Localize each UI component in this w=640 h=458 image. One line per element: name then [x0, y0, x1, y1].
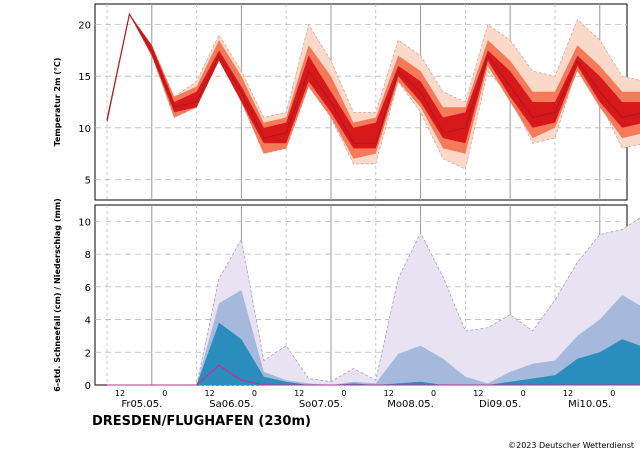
precipitation-p75-band	[107, 322, 640, 385]
precipitation-y-tick-label: 6	[85, 283, 91, 294]
x-day-label: Di09.05.	[479, 399, 521, 410]
precipitation-y-tick-label: 4	[85, 316, 91, 327]
temperature-y-tick-label: 10	[78, 124, 91, 135]
temperature-y-tick-label: 15	[78, 72, 91, 83]
temperature-y-axis-label: Temperatur 2m (°C)	[53, 58, 62, 147]
x-hour-tick-label: 0	[521, 389, 526, 398]
precipitation-y-ticks: 0 2 4 6 8 10	[78, 217, 91, 392]
precipitation-y-tick-label: 8	[85, 250, 91, 261]
precipitation-y-axis-label: 6-std. Schneefall (cm) / Niederschlag (m…	[53, 198, 62, 392]
x-hour-tick-label: 12	[115, 389, 125, 398]
copyright-notice: ©2023 Deutscher Wetterdienst	[508, 441, 634, 450]
x-hour-tick-label: 12	[204, 389, 214, 398]
snowfall-line	[107, 364, 640, 386]
x-day-label: Fr05.05.	[121, 399, 162, 410]
station-title: DRESDEN/FLUGHAFEN (230m)	[92, 414, 311, 429]
temperature-areas	[106, 12, 640, 170]
x-hour-tick-label: 0	[162, 389, 167, 398]
precipitation-panel: 0 2 4 6 8 10 6-std. Schneefall (cm) / Nieders…	[53, 198, 640, 392]
precipitation-areas	[107, 217, 640, 386]
precipitation-y-tick-label: 10	[78, 217, 91, 228]
x-day-label: Sa06.05.	[209, 399, 253, 410]
temperature-y-ticks: 5 10 15 20	[78, 21, 91, 187]
precipitation-y-tick-label: 2	[85, 348, 91, 359]
temperature-median-line	[106, 12, 640, 144]
x-hour-tick-label: 0	[610, 389, 615, 398]
x-hour-tick-label: 0	[431, 389, 436, 398]
x-axis-labels: 120120120120120120120120120120Fr05.05.Sa…	[115, 389, 615, 410]
precipitation-y-tick-label: 0	[85, 381, 91, 392]
temperature-y-tick-label: 20	[78, 21, 91, 32]
x-day-label: So07.05.	[299, 399, 343, 410]
x-day-label: Mo08.05.	[387, 399, 434, 410]
x-hour-tick-label: 12	[384, 389, 394, 398]
temperature-panel: 5 10 15 20 Temperatur 2m (°C)	[53, 3, 640, 201]
temperature-y-tick-label: 5	[85, 175, 91, 186]
x-day-label: Mi10.05.	[568, 399, 611, 410]
x-hour-tick-label: 0	[252, 389, 257, 398]
x-hour-tick-label: 12	[294, 389, 304, 398]
x-hour-tick-label: 12	[473, 389, 483, 398]
x-hour-tick-label: 0	[341, 389, 346, 398]
x-hour-tick-label: 12	[563, 389, 573, 398]
